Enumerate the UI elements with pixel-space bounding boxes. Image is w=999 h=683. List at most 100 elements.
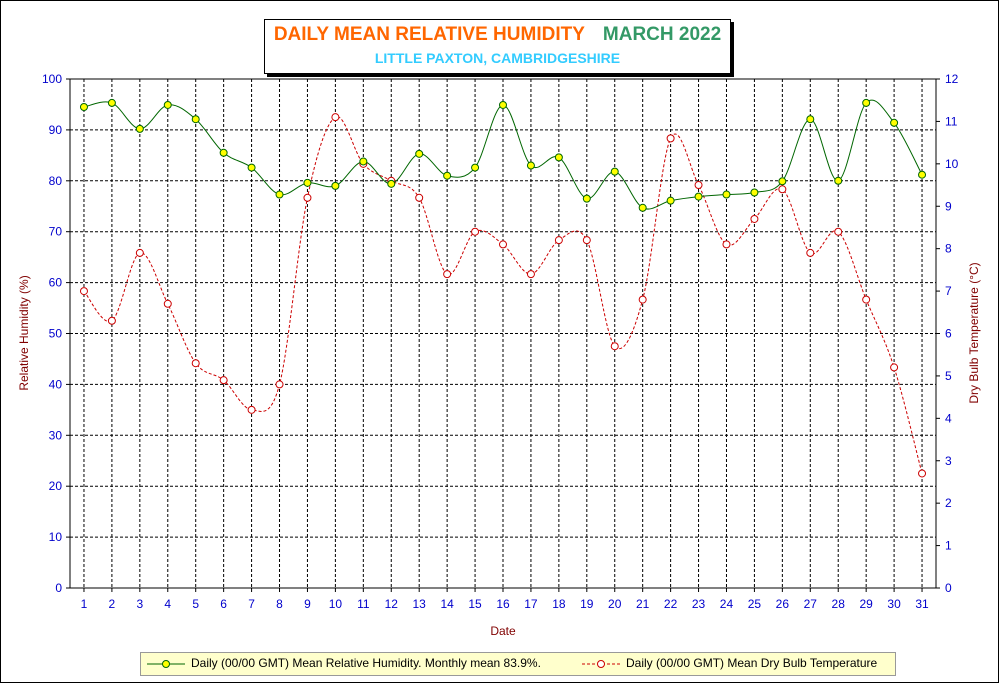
- temp-point: [443, 270, 452, 279]
- temp-point: [499, 240, 507, 249]
- title-box: DAILY MEAN RELATIVE HUMIDITY MARCH 2022 L…: [264, 19, 731, 74]
- y2-axis-title: Dry Bulb Temperature (°C): [967, 262, 981, 403]
- temp-point: [722, 240, 731, 249]
- humidity-point: [778, 177, 787, 186]
- x-tick-label: 27: [804, 597, 818, 611]
- temp-point: [862, 295, 871, 304]
- y-tick-label: 50: [49, 327, 63, 341]
- humidity-point: [918, 170, 927, 179]
- humidity-point: [694, 192, 703, 201]
- x-tick-label: 29: [859, 597, 873, 611]
- temp-point: [638, 295, 647, 304]
- humidity-point: [191, 115, 200, 124]
- humidity-point: [806, 115, 815, 124]
- humidity-point: [834, 176, 843, 185]
- temp-point: [247, 405, 256, 414]
- humidity-point: [219, 148, 228, 157]
- y-tick-label: 0: [55, 581, 62, 595]
- humidity-point: [582, 194, 591, 203]
- y2-tick-label: 9: [945, 199, 952, 213]
- x-tick-label: 25: [748, 597, 762, 611]
- humidity-point: [275, 190, 284, 199]
- y-tick-label: 60: [49, 276, 63, 290]
- humidity-point: [387, 179, 396, 188]
- chart-month: MARCH 2022: [602, 24, 722, 45]
- humidity-point: [415, 149, 424, 158]
- temp-point: [79, 287, 88, 296]
- x-tick-label: 26: [776, 597, 790, 611]
- x-tick-label: 22: [664, 597, 678, 611]
- y-tick-label: 10: [49, 530, 63, 544]
- humidity-point: [163, 100, 172, 109]
- humidity-point: [303, 178, 312, 187]
- legend-humidity-label: Daily (00/00 GMT) Mean Relative Humidity…: [191, 656, 541, 670]
- temp-point: [890, 363, 899, 372]
- humidity-point: [331, 181, 340, 190]
- humidity-point: [247, 163, 256, 172]
- legend-temp-marker: [597, 660, 605, 668]
- title-line: DAILY MEAN RELATIVE HUMIDITY MARCH 2022: [265, 24, 730, 46]
- y-tick-label: 20: [49, 479, 63, 493]
- temp-point: [610, 342, 619, 351]
- humidity-point: [750, 188, 759, 197]
- y2-tick-label: 5: [945, 369, 952, 383]
- y2-tick-label: 4: [945, 411, 952, 425]
- legend-humidity-marker: [162, 660, 170, 668]
- y2-tick-label: 0: [945, 581, 952, 595]
- humidity-point: [443, 171, 452, 180]
- x-tick-label: 7: [248, 597, 255, 611]
- y-tick-label: 30: [49, 428, 63, 442]
- chart-title: DAILY MEAN RELATIVE HUMIDITY: [273, 24, 585, 45]
- x-tick-label: 17: [524, 597, 538, 611]
- chart-subtitle: LITTLE PAXTON, CAMBRIDGESHIRE: [374, 50, 621, 66]
- humidity-point: [135, 124, 144, 133]
- y2-tick-label: 11: [945, 114, 958, 128]
- temp-point: [163, 299, 172, 308]
- x-tick-label: 16: [496, 597, 510, 611]
- x-tick-label: 9: [304, 597, 311, 611]
- x-tick-label: 4: [164, 597, 171, 611]
- x-tick-label: 2: [109, 597, 116, 611]
- temp-point: [219, 376, 228, 385]
- grid: [70, 79, 936, 588]
- humidity-point: [638, 203, 647, 212]
- y2-tick-label: 1: [945, 539, 952, 553]
- temp-point: [834, 227, 843, 236]
- humidity-point: [862, 98, 871, 107]
- y-axis-title: Relative Humidity (%): [17, 275, 31, 390]
- humidity-point: [526, 161, 535, 170]
- x-tick-label: 31: [915, 597, 929, 611]
- y-tick-label: 70: [49, 225, 63, 239]
- x-tick-label: 30: [887, 597, 901, 611]
- y2-tick-label: 2: [945, 496, 952, 510]
- humidity-point: [359, 157, 368, 166]
- x-tick-label: 23: [692, 597, 706, 611]
- temp-point: [918, 469, 927, 478]
- humidity-point: [471, 163, 480, 172]
- temp-point: [275, 380, 284, 389]
- y-tick-label: 90: [49, 123, 63, 137]
- humidity-point: [107, 98, 116, 107]
- y2-tick-label: 10: [945, 157, 959, 171]
- temp-point: [554, 236, 563, 245]
- temp-point: [303, 193, 312, 202]
- x-tick-label: 24: [720, 597, 734, 611]
- x-tick-label: 11: [357, 597, 370, 611]
- humidity-point: [610, 167, 619, 176]
- y-tick-label: 100: [42, 72, 62, 86]
- temp-point: [806, 248, 815, 257]
- y2-tick-label: 6: [945, 327, 952, 341]
- humidity-point: [890, 118, 899, 127]
- temp-point: [471, 227, 480, 236]
- x-tick-label: 5: [192, 597, 199, 611]
- legend-temp-label: Daily (00/00 GMT) Mean Dry Bulb Temperat…: [626, 656, 878, 670]
- temp-point: [666, 134, 675, 143]
- y-tick-label: 80: [49, 174, 63, 188]
- x-tick-label: 14: [440, 597, 454, 611]
- humidity-point: [722, 190, 731, 199]
- humidity-point: [499, 100, 507, 109]
- x-tick-label: 10: [329, 597, 343, 611]
- x-tick-label: 20: [608, 597, 622, 611]
